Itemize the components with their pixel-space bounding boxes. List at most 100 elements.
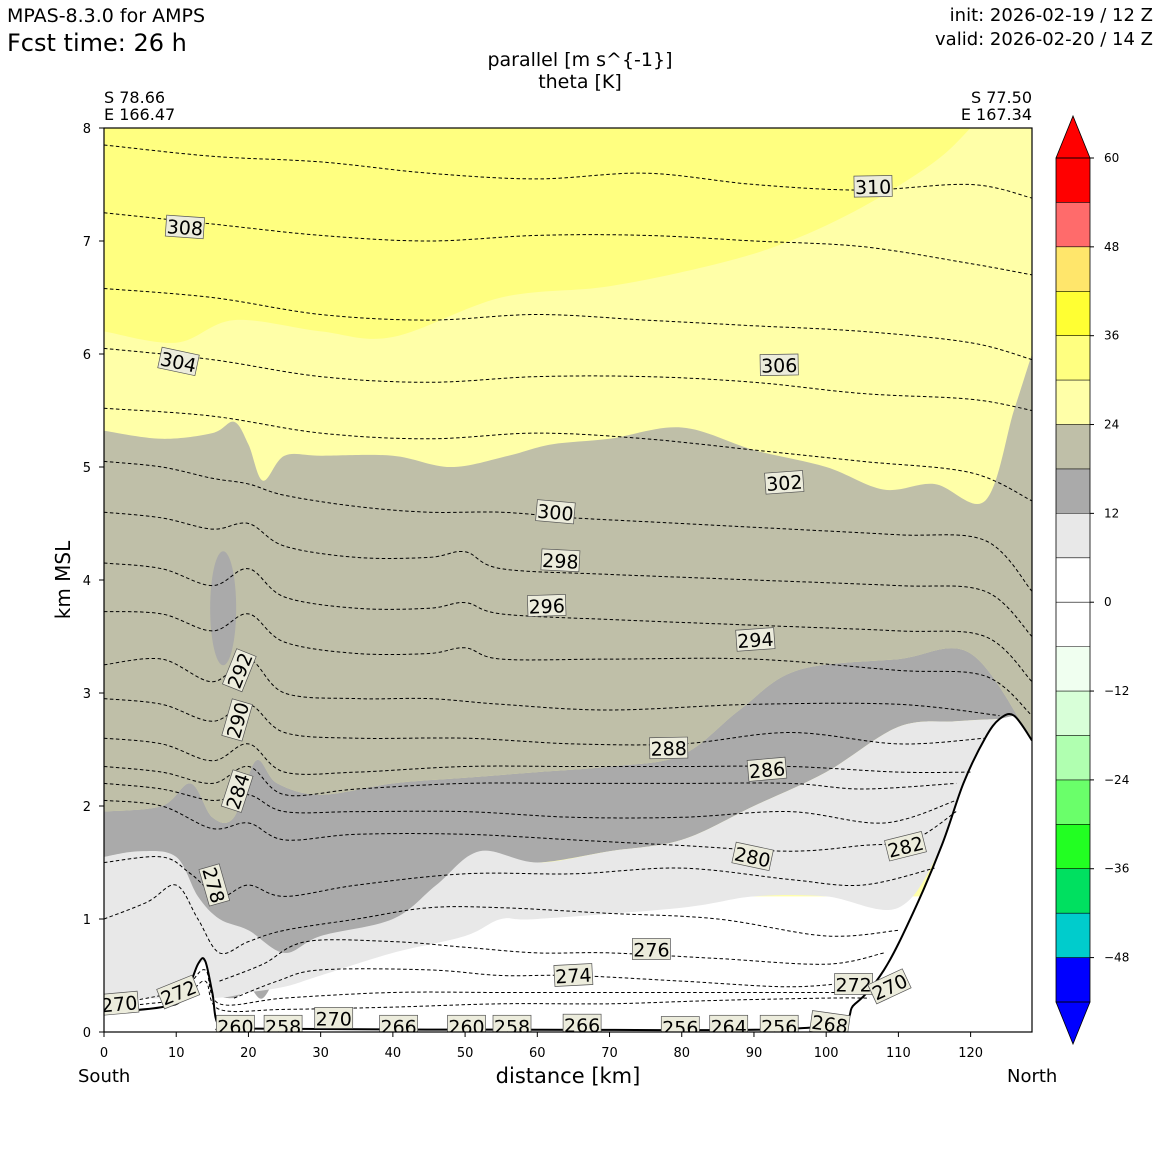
y-tick-label: 7 [83, 235, 91, 250]
contour-label-text: 266 [380, 1016, 416, 1038]
contour-label-text: 288 [650, 738, 687, 761]
x-axis-label: distance [km] [495, 1064, 641, 1088]
contour-label-box [104, 990, 140, 1016]
colorbar-segment [1056, 646, 1090, 692]
contour-label: 306 [759, 353, 799, 378]
theta-contour-310 [104, 144, 1032, 199]
contour-label-box [216, 1014, 255, 1032]
contour-label-text: 286 [748, 758, 786, 783]
contour-label-text: 270 [316, 1008, 352, 1030]
contour-label: 260 [447, 1014, 486, 1032]
theta-contour-276 [219, 939, 885, 982]
theta-contour-308 [104, 212, 1032, 276]
contour-label-box [853, 175, 893, 198]
x-tick-label: 60 [529, 1046, 546, 1061]
contour-label: 276 [632, 938, 671, 962]
contour-label-box [867, 968, 912, 1005]
contour-label: 294 [735, 627, 776, 653]
theta-contour-290 [104, 698, 986, 746]
right-longitude: E 167.34 [960, 105, 1032, 124]
colorbar-tick-label: 36 [1104, 329, 1119, 343]
theta-contour-284 [104, 782, 957, 824]
contour-label-box [222, 648, 257, 693]
colorbar-tick-label: 0 [1104, 595, 1112, 609]
x-tick-label: 30 [312, 1046, 329, 1061]
contour-label-box [553, 963, 594, 987]
colorbar-frame [1055, 157, 1091, 1003]
contour-label-text: 256 [662, 1018, 698, 1040]
theta-contour-302 [104, 407, 1032, 502]
grey-blob [210, 551, 237, 666]
chart-title-line2: theta [K] [538, 71, 622, 93]
colorbar-segment [1056, 424, 1090, 469]
y-axis: 0 1 2 3 4 5 6 7 8 [83, 122, 104, 1041]
contour-label: 286 [746, 756, 788, 783]
contour-label: 280 [731, 841, 774, 872]
colorbar-under-arrow [1055, 1001, 1091, 1046]
contour-label: 300 [535, 499, 576, 526]
colorbar-segment [1056, 868, 1090, 914]
contour-label-text: 296 [528, 595, 565, 618]
contour-label-box [735, 627, 776, 652]
y-tick-label: 0 [83, 1026, 91, 1041]
y-tick-label: 3 [83, 687, 91, 702]
contour-label-text: 266 [564, 1015, 600, 1037]
colorbar-segment [1056, 691, 1090, 736]
contour-label-box [492, 1014, 532, 1032]
theta-contour-300 [104, 460, 1032, 592]
contour-label-box [632, 938, 671, 960]
x-tick-label: 20 [240, 1046, 257, 1061]
colorbar-segment [1056, 335, 1090, 381]
contour-label-text: 300 [536, 501, 574, 526]
contour-label-box [314, 1007, 354, 1029]
contour-label-box [759, 353, 799, 376]
theta-contour-274 [233, 968, 863, 999]
contour-label-box [709, 1014, 749, 1032]
contour-label-text: 272 [835, 975, 871, 997]
colorbar-segment [1056, 557, 1090, 603]
colorbar-tick-label: 60 [1104, 151, 1119, 165]
contour-label-box [660, 1016, 700, 1032]
contour-label: 308 [164, 214, 205, 241]
left-longitude: E 166.47 [104, 105, 176, 124]
contour-label: 310 [853, 175, 893, 199]
contour-label-text: 274 [555, 965, 592, 989]
y-tick-label: 5 [83, 461, 91, 476]
forecast-time: Fcst time: 26 h [7, 29, 187, 57]
colorbar-tick-label: −48 [1104, 951, 1129, 965]
colorbar-segment [1056, 513, 1090, 558]
contour-label-box [164, 214, 205, 240]
x-tick-label: 110 [886, 1046, 911, 1061]
contour-label-text: 264 [711, 1016, 747, 1038]
colorbar-segment [1056, 779, 1090, 825]
contour-label-box [379, 1014, 418, 1032]
contour-label-text: 276 [633, 940, 669, 962]
contour-label: 296 [526, 593, 567, 619]
colorbar-segment [1056, 380, 1090, 425]
theta-contour-306 [104, 288, 1032, 361]
colorbar-segment [1056, 468, 1090, 514]
contour-label-text: 308 [166, 216, 204, 240]
contour-label-text: 302 [766, 472, 804, 496]
x-tick-label: 50 [457, 1046, 474, 1061]
contour-label: 258 [492, 1014, 532, 1032]
shading-band-3 [104, 719, 1000, 999]
contour-label-text: 294 [737, 629, 775, 653]
contour-label: 298 [540, 548, 581, 574]
contour-label-box [764, 470, 805, 495]
contour-label: 266 [562, 1013, 602, 1037]
contour-label-box [759, 1014, 799, 1032]
colorbar-segment [1056, 824, 1090, 869]
contour-label-text: 260 [217, 1016, 253, 1038]
x-tick-label: 80 [673, 1046, 690, 1061]
shading-band-2 [104, 648, 1032, 999]
colorbar-tick-label: 24 [1104, 418, 1119, 432]
colorbar-segment [1056, 735, 1090, 780]
x-tick-label: 40 [385, 1046, 402, 1061]
colorbar-segment [1056, 291, 1090, 336]
contour-label-box [562, 1013, 602, 1032]
contour-label: 256 [660, 1016, 700, 1040]
theta-contour-292 [104, 658, 1000, 717]
colorbar-tick-label: −24 [1104, 773, 1129, 787]
contour-label-box [221, 698, 253, 742]
